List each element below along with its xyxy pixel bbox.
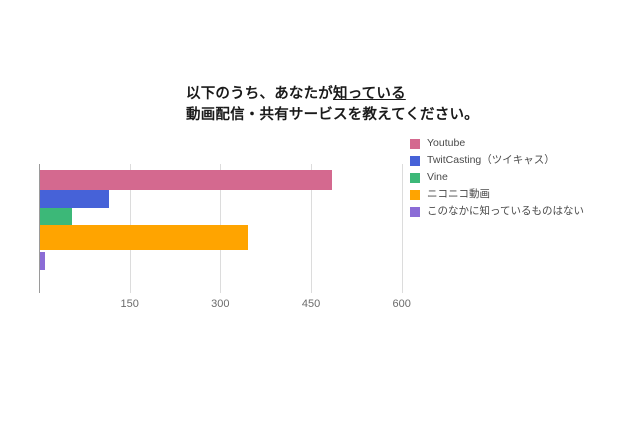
legend-item-2[interactable]: Vine <box>410 169 635 186</box>
legend-swatch-icon <box>410 206 420 217</box>
bar-2 <box>40 208 73 225</box>
x-tick-label-150: 150 <box>120 298 139 310</box>
bar-3 <box>40 225 248 250</box>
legend-item-4[interactable]: このなかに知っているものはない <box>410 203 635 220</box>
legend-item-0[interactable]: Youtube <box>410 135 635 152</box>
legend-item-1[interactable]: TwitCasting（ツイキャス） <box>410 152 635 169</box>
x-tick-label-300: 300 <box>211 298 230 310</box>
legend-swatch-icon <box>410 189 420 200</box>
title-line-1-plain: 以下のうち、あなたが <box>186 86 333 102</box>
legend-item-3[interactable]: ニコニコ動画 <box>410 186 635 203</box>
plot-area <box>39 164 419 293</box>
legend-item-label: このなかに知っているものはない <box>427 205 584 217</box>
chart-legend: Youtube TwitCasting（ツイキャス） Vine ニコニコ動画このなかに… <box>410 135 635 220</box>
title-line-2: 動画配信・共有サービスを教えてください。 <box>186 107 479 123</box>
legend-swatch-icon <box>410 138 420 149</box>
chart-title: 以下のうち、あなたが知っている 動画配信・共有サービスを教えてください。 <box>186 84 606 126</box>
legend-item-label: Vine <box>427 171 448 183</box>
x-tick-label-600: 600 <box>392 298 411 310</box>
gridline-450 <box>311 164 313 293</box>
legend-item-label: ニコニコ動画 <box>427 188 490 200</box>
bar-4 <box>40 252 45 270</box>
legend-item-label: TwitCasting（ツイキャス） <box>427 154 555 166</box>
legend-swatch-icon <box>410 172 420 183</box>
y-axis-line <box>39 164 40 293</box>
legend-item-label: Youtube <box>427 137 466 149</box>
title-line-1-underlined: 知っている <box>333 86 406 102</box>
bar-0 <box>40 170 332 190</box>
legend-swatch-icon <box>410 155 420 166</box>
x-tick-label-450: 450 <box>301 298 321 310</box>
gridline-600 <box>401 164 403 293</box>
bar-1 <box>40 190 109 208</box>
